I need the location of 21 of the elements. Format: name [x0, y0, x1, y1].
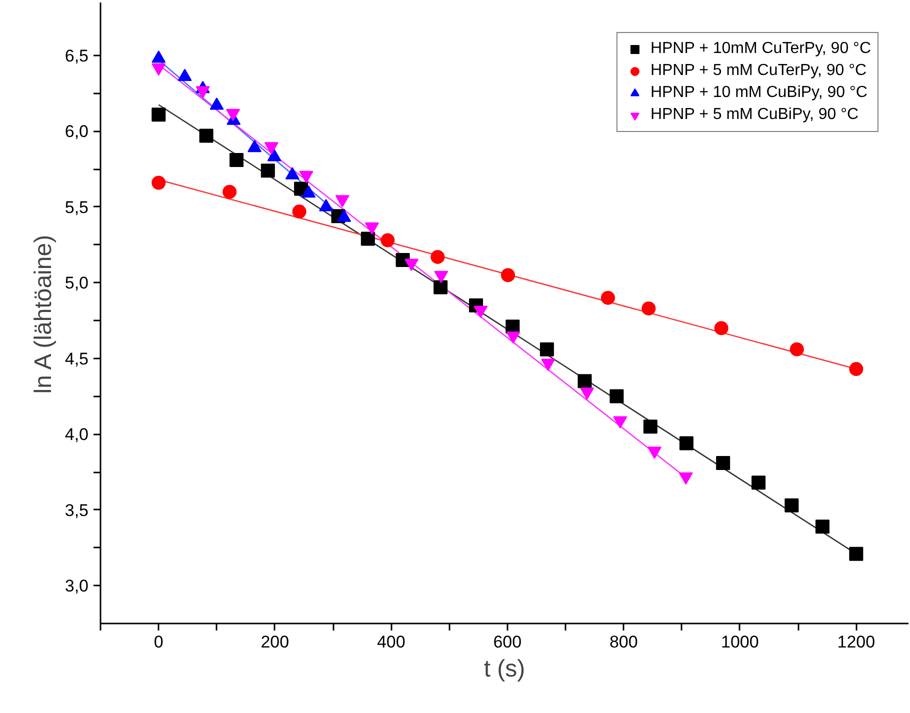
- legend-label: HPNP + 5 mM CuBiPy, 90 °C: [650, 106, 859, 124]
- y-tick-label: 3,5: [64, 500, 89, 520]
- legend-label: HPNP + 10 mM CuBiPy, 90 °C: [650, 84, 868, 102]
- x-axis-title: t (s): [484, 656, 526, 682]
- x-tick-label: 800: [609, 632, 638, 652]
- legend-label: HPNP + 10mM CuTerPy, 90 °C: [650, 40, 871, 58]
- x-tick-label: 600: [493, 632, 522, 652]
- x-tick-label: 400: [376, 632, 406, 652]
- y-tick-label: 4,0: [64, 425, 89, 444]
- legend-label: HPNP + 5 mM CuTerPy, 90 °C: [650, 62, 867, 80]
- y-tick-label: 4,5: [64, 349, 89, 368]
- y-tick-label: 5,5: [64, 198, 89, 217]
- y-tick-label: 6,0: [64, 122, 89, 142]
- x-tick-label: 1200: [837, 632, 876, 652]
- x-tick-label: 0: [154, 632, 164, 652]
- x-tick-label: 200: [260, 632, 290, 652]
- x-tick-label: 1000: [721, 632, 759, 652]
- y-axis-title: ln A (lähtöaine): [30, 234, 57, 394]
- y-tick-label: 3,0: [64, 576, 89, 596]
- y-tick-label: 6,5: [64, 46, 89, 66]
- y-tick-label: 5,0: [64, 274, 89, 293]
